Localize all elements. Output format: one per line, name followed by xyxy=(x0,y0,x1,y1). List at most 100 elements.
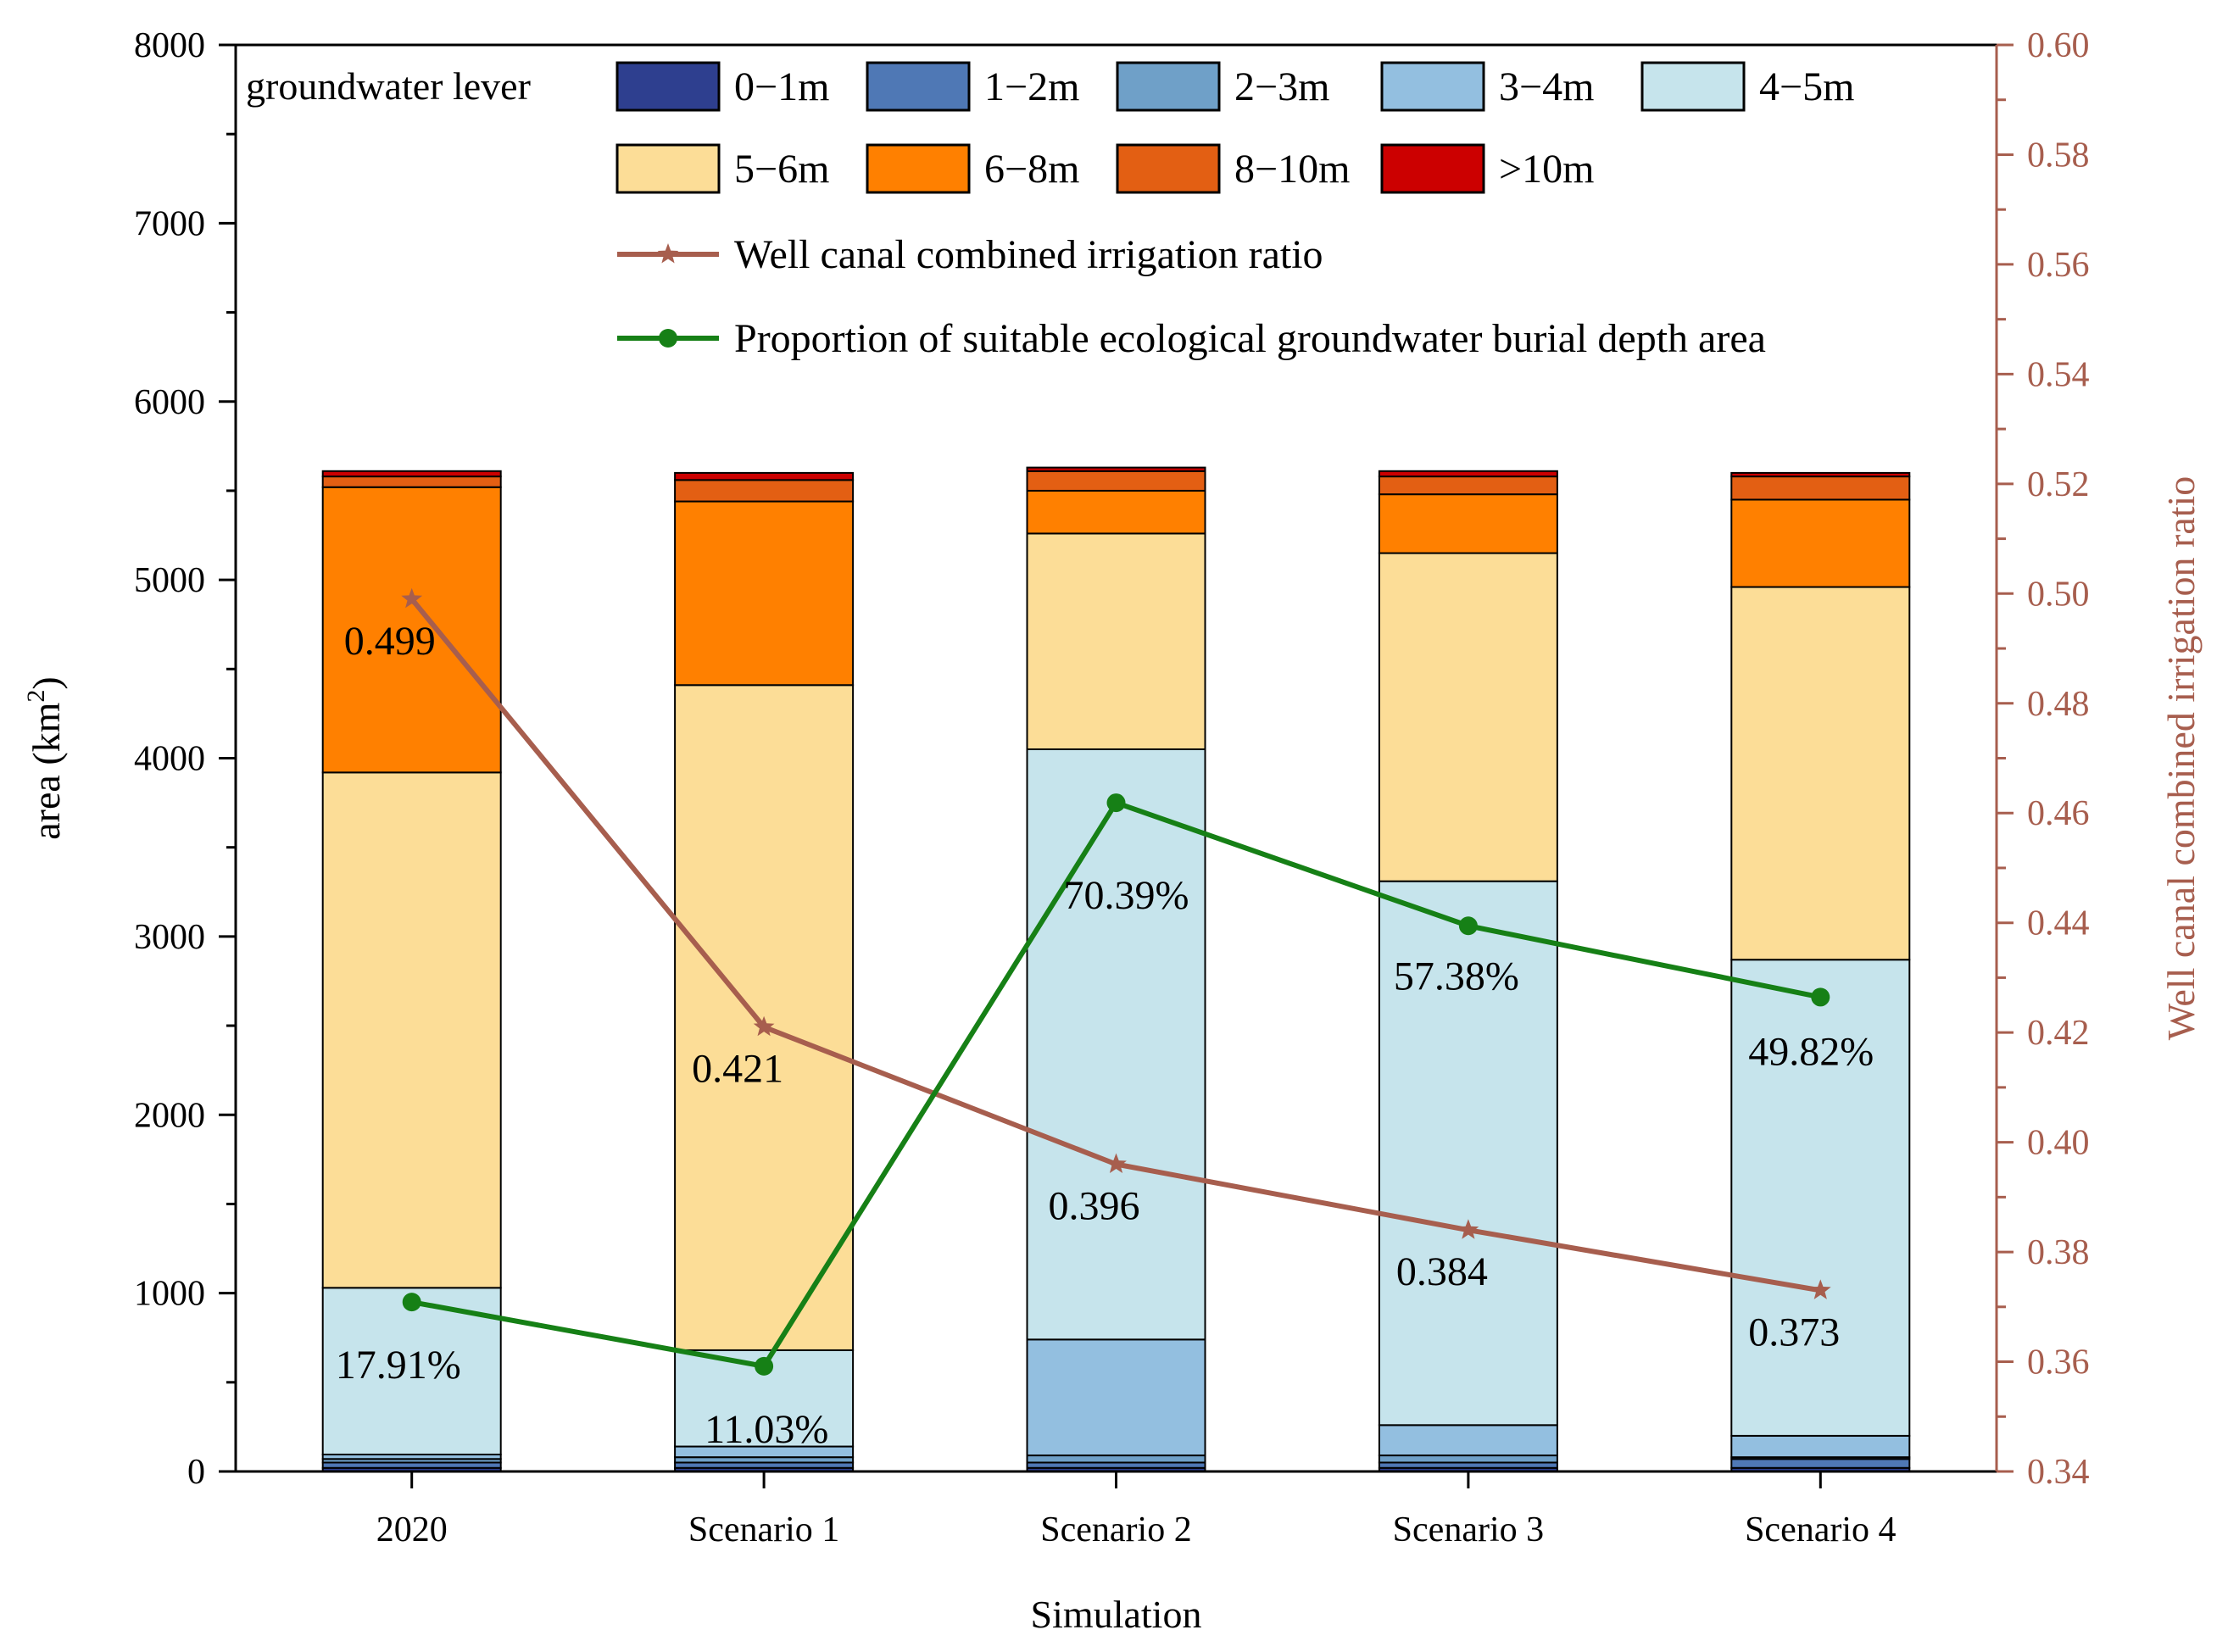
bar-scenario-3-6-8m xyxy=(1378,493,1558,554)
bar-scenario-2-3-4m xyxy=(1026,1338,1206,1457)
y-tick-label: 1000 xyxy=(134,1275,205,1314)
bar-scenario-1-10m xyxy=(674,471,855,481)
y2-tick-label: 0.52 xyxy=(2027,465,2090,504)
marker-proportion-of-suitable-ecological-groundwater-burial-depth-area-3 xyxy=(1458,916,1478,936)
axes-layer: 0 1000 2000 3000 4000 5000 6000 7000 8000 0.34 0.3… xyxy=(22,26,2203,1636)
legend-marker-proportion-of-suitable-ecological-groundwater-burial-depth-area xyxy=(659,329,677,348)
legend-label-2-3m: 2−3m xyxy=(1234,64,1329,109)
marker-proportion-of-suitable-ecological-groundwater-burial-depth-area-4 xyxy=(1811,987,1830,1007)
y2-tick-label: 0.50 xyxy=(2027,575,2090,614)
bar-scenario-2-2-3m xyxy=(1026,1455,1206,1464)
bar-2020-5-6m xyxy=(321,771,502,1289)
bar-scenario-4-6-8m xyxy=(1730,498,1911,588)
marker-well-canal-combined-irrigation-ratio-2 xyxy=(1106,1153,1127,1173)
bar-scenario-2-10m xyxy=(1026,466,1206,472)
bar-scenario-3-4-5m xyxy=(1378,880,1558,1427)
bar-scenario-3-2-3m xyxy=(1378,1455,1558,1464)
y-tick-label: 0 xyxy=(187,1453,205,1492)
legend-swatch-1-2m xyxy=(866,61,971,112)
legend-label-5-6m: 5−6m xyxy=(734,147,829,192)
bar-scenario-2-6-8m xyxy=(1026,489,1206,535)
legend-marker-well-canal-combined-irrigation-ratio xyxy=(657,243,679,264)
legend-title: groundwater lever xyxy=(246,64,531,108)
legend-swatch-8-10m xyxy=(1116,143,1221,194)
y2-tick-label: 0.60 xyxy=(2027,26,2090,65)
y2-tick-label: 0.54 xyxy=(2027,355,2090,394)
bar-2020-6-8m xyxy=(321,486,502,774)
legend-swatch-2-3m xyxy=(1116,61,1221,112)
y2-tick-label: 0.42 xyxy=(2027,1014,2090,1053)
legend-swatch-6-8m xyxy=(866,143,971,194)
legend-label-0-1m: 0−1m xyxy=(734,64,829,109)
data-label-proportion-of-suitable-ecological-groundwater-burial-depth-area-2: 70.39% xyxy=(1064,873,1189,918)
y-axis-title-sup: 2 xyxy=(22,690,50,703)
legend-label-proportion-of-suitable-ecological-groundwater-burial-depth-area: Proportion of suitable ecological ground… xyxy=(734,316,1766,361)
legend-label-1-2m: 1−2m xyxy=(984,64,1079,109)
marker-well-canal-combined-irrigation-ratio-1 xyxy=(753,1015,775,1037)
marker-proportion-of-suitable-ecological-groundwater-burial-depth-area-1 xyxy=(755,1356,774,1376)
data-label-proportion-of-suitable-ecological-groundwater-burial-depth-area-1: 11.03% xyxy=(705,1407,828,1452)
y2-tick-label: 0.38 xyxy=(2027,1233,2090,1272)
y-tick-label: 7000 xyxy=(134,204,205,243)
lines-layer: 0.499 0.421 0.396 0.384 0.373 17.91% 11.03% 70.… xyxy=(336,587,1874,1452)
y2-tick-label: 0.48 xyxy=(2027,685,2090,724)
legend: groundwater lever 0−1m 1−2m 2−3m 3−4m 4−5m 5−6… xyxy=(246,61,1854,361)
x-tick-label: Scenario 1 xyxy=(688,1510,839,1549)
data-label-proportion-of-suitable-ecological-groundwater-burial-depth-area-4: 49.82% xyxy=(1748,1029,1874,1074)
legend-label-8-10m: 8−10m xyxy=(1234,147,1350,192)
x-tick-label: 2020 xyxy=(376,1510,448,1549)
y2-tick-label: 0.58 xyxy=(2027,136,2090,175)
y-tick-label: 2000 xyxy=(134,1096,205,1135)
bars-layer xyxy=(321,466,1911,1472)
bar-2020-4-5m xyxy=(321,1287,502,1456)
y2-tick-label: 0.34 xyxy=(2027,1453,2090,1492)
legend-swatch-5-6m xyxy=(615,143,721,194)
legend-label-3-4m: 3−4m xyxy=(1499,64,1594,109)
bar-scenario-2-4-5m xyxy=(1026,748,1206,1341)
bar-scenario-1-8-10m xyxy=(674,479,855,503)
y-tick-label: 3000 xyxy=(134,918,205,957)
x-tick-label: Scenario 4 xyxy=(1745,1510,1896,1549)
x-tick-label: Scenario 3 xyxy=(1393,1510,1544,1549)
y-tick-label: 6000 xyxy=(134,383,205,422)
y-tick-label: 4000 xyxy=(134,740,205,779)
marker-proportion-of-suitable-ecological-groundwater-burial-depth-area-0 xyxy=(402,1293,421,1312)
y2-tick-label: 0.44 xyxy=(2027,904,2090,943)
bar-scenario-4-5-6m xyxy=(1730,586,1911,961)
bar-2020-8-10m xyxy=(321,476,502,488)
y-tick-label: 8000 xyxy=(134,26,205,65)
legend-label-4-5m: 4−5m xyxy=(1759,64,1854,109)
bar-scenario-4-10m xyxy=(1730,471,1911,478)
bar-scenario-4-1-2m xyxy=(1730,1458,1911,1469)
bar-scenario-3-5-6m xyxy=(1378,552,1558,882)
legend-swatch-0-1m xyxy=(615,61,721,112)
y2-axis-title: Well canal combined irrigation ratio xyxy=(2159,476,2203,1041)
bar-scenario-3-8-10m xyxy=(1378,476,1558,496)
bar-scenario-4-3-4m xyxy=(1730,1434,1911,1459)
legend-swatch-3-4m xyxy=(1380,61,1485,112)
y2-tick-label: 0.46 xyxy=(2027,794,2090,833)
marker-well-canal-combined-irrigation-ratio-0 xyxy=(401,587,423,609)
y2-tick-label: 0.36 xyxy=(2027,1343,2090,1382)
data-label-proportion-of-suitable-ecological-groundwater-burial-depth-area-3: 57.38% xyxy=(1394,954,1519,998)
y-tick-label: 5000 xyxy=(134,561,205,600)
legend-label-well-canal-combined-irrigation-ratio: Well canal combined irrigation ratio xyxy=(734,232,1323,277)
legend-swatch-4-5m xyxy=(1640,61,1746,112)
bar-scenario-3-3-4m xyxy=(1378,1424,1558,1457)
y2-tick-label: 0.40 xyxy=(2027,1124,2090,1163)
marker-proportion-of-suitable-ecological-groundwater-burial-depth-area-2 xyxy=(1106,793,1126,813)
data-label-proportion-of-suitable-ecological-groundwater-burial-depth-area-0: 17.91% xyxy=(336,1343,461,1388)
y-axis-title-text: area (km xyxy=(25,702,68,839)
bar-scenario-2-5-6m xyxy=(1026,532,1206,750)
data-label-well-canal-combined-irrigation-ratio-1: 0.421 xyxy=(692,1047,783,1092)
bar-scenario-1-6-8m xyxy=(674,500,855,687)
legend-label-6-8m: 6−8m xyxy=(984,147,1079,192)
bar-2020-10m xyxy=(321,470,502,478)
y-axis-title-close: ) xyxy=(25,676,68,689)
x-tick-label: Scenario 2 xyxy=(1040,1510,1191,1549)
data-label-well-canal-combined-irrigation-ratio-2: 0.396 xyxy=(1049,1184,1140,1229)
bar-scenario-4-4-5m xyxy=(1730,959,1911,1437)
data-label-well-canal-combined-irrigation-ratio-0: 0.499 xyxy=(344,619,436,664)
bar-scenario-3-10m xyxy=(1378,470,1558,478)
